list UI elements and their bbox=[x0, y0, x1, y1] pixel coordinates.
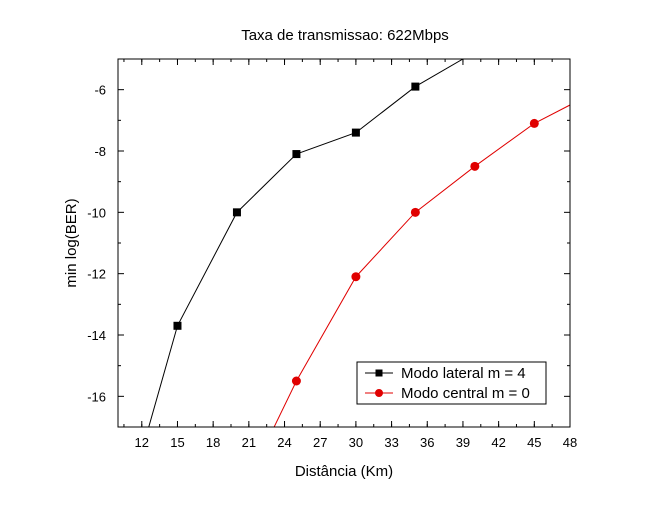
x-tick-label: 18 bbox=[206, 435, 220, 450]
legend-label-central: Modo central m = 0 bbox=[401, 385, 530, 402]
y-tick-label: -16 bbox=[87, 389, 106, 404]
data-point bbox=[351, 272, 361, 282]
x-tick-label: 33 bbox=[384, 435, 398, 450]
x-tick-label: 39 bbox=[456, 435, 470, 450]
x-tick-label: 24 bbox=[277, 435, 291, 450]
data-point bbox=[529, 118, 539, 128]
x-tick-label: 42 bbox=[491, 435, 505, 450]
y-tick-label: -12 bbox=[87, 267, 106, 282]
x-tick-label: 15 bbox=[170, 435, 184, 450]
x-tick-label: 48 bbox=[563, 435, 577, 450]
plot-frame bbox=[117, 58, 571, 428]
x-axis-title: Distância (Km) bbox=[295, 463, 393, 480]
legend-marker-lateral bbox=[375, 369, 383, 377]
data-point bbox=[410, 207, 420, 217]
data-point bbox=[351, 128, 360, 137]
x-tick-label: 30 bbox=[349, 435, 363, 450]
tick-labels: 12 15 18 21 24 27 30 33 36 39 42 45 48 -16 -14 -12 -10 -8… bbox=[87, 83, 577, 450]
x-tick-label: 36 bbox=[420, 435, 434, 450]
legend-box bbox=[356, 361, 547, 405]
y-tick-label: -10 bbox=[87, 205, 106, 220]
x-tick-label: 12 bbox=[135, 435, 149, 450]
data-point bbox=[291, 376, 301, 386]
series-layer bbox=[148, 59, 570, 427]
x-tick-label: 27 bbox=[313, 435, 327, 450]
data-point bbox=[232, 208, 241, 217]
x-tick-label: 21 bbox=[242, 435, 256, 450]
y-tick-label: -6 bbox=[94, 83, 106, 98]
y-tick-label: -8 bbox=[94, 144, 106, 159]
data-point bbox=[292, 150, 301, 159]
legend-marker-central bbox=[375, 389, 383, 397]
data-point bbox=[470, 161, 480, 171]
chart-title: Taxa de transmissao: 622Mbps bbox=[241, 27, 449, 44]
y-axis-title: min log(BER) bbox=[63, 198, 80, 287]
legend-label-lateral: Modo lateral m = 4 bbox=[401, 365, 526, 382]
data-point bbox=[411, 82, 420, 91]
data-point bbox=[173, 321, 182, 330]
legend: Modo lateral m = 4 Modo central m = 0 bbox=[356, 361, 547, 405]
x-tick-label: 45 bbox=[527, 435, 541, 450]
y-tick-label: -14 bbox=[87, 328, 106, 343]
